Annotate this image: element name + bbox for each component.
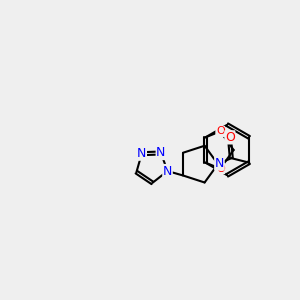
Text: O: O bbox=[225, 131, 235, 144]
Text: N: N bbox=[163, 164, 172, 178]
Text: N: N bbox=[156, 146, 166, 160]
Text: O: O bbox=[216, 164, 225, 174]
Text: N: N bbox=[137, 147, 146, 160]
Text: O: O bbox=[216, 126, 225, 136]
Text: N: N bbox=[215, 157, 224, 170]
